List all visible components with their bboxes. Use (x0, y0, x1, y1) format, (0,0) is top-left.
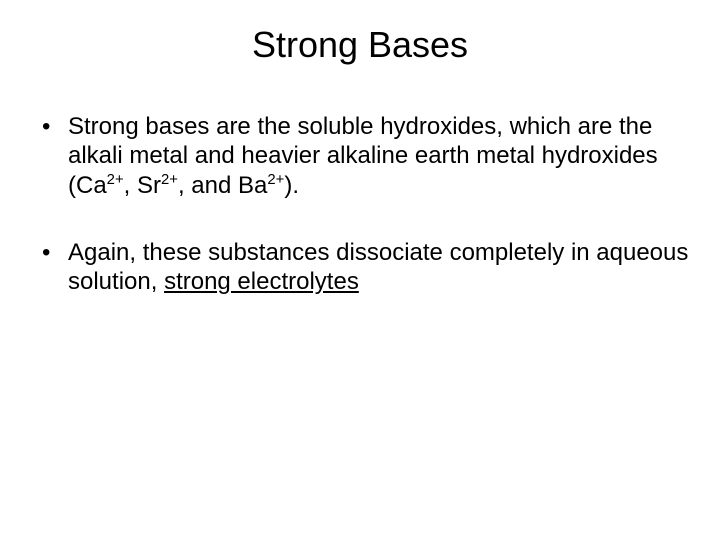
list-item: Again, these substances dissociate compl… (38, 238, 692, 297)
list-item: Strong bases are the soluble hydroxides,… (38, 112, 692, 200)
superscript: 2+ (107, 172, 124, 188)
bullet-list: Strong bases are the soluble hydroxides,… (28, 112, 692, 296)
underlined-text: strong electrolytes (164, 268, 359, 295)
slide: Strong Bases Strong bases are the solubl… (0, 0, 720, 540)
superscript: 2+ (161, 172, 178, 188)
slide-title: Strong Bases (28, 24, 692, 66)
superscript: 2+ (267, 172, 284, 188)
